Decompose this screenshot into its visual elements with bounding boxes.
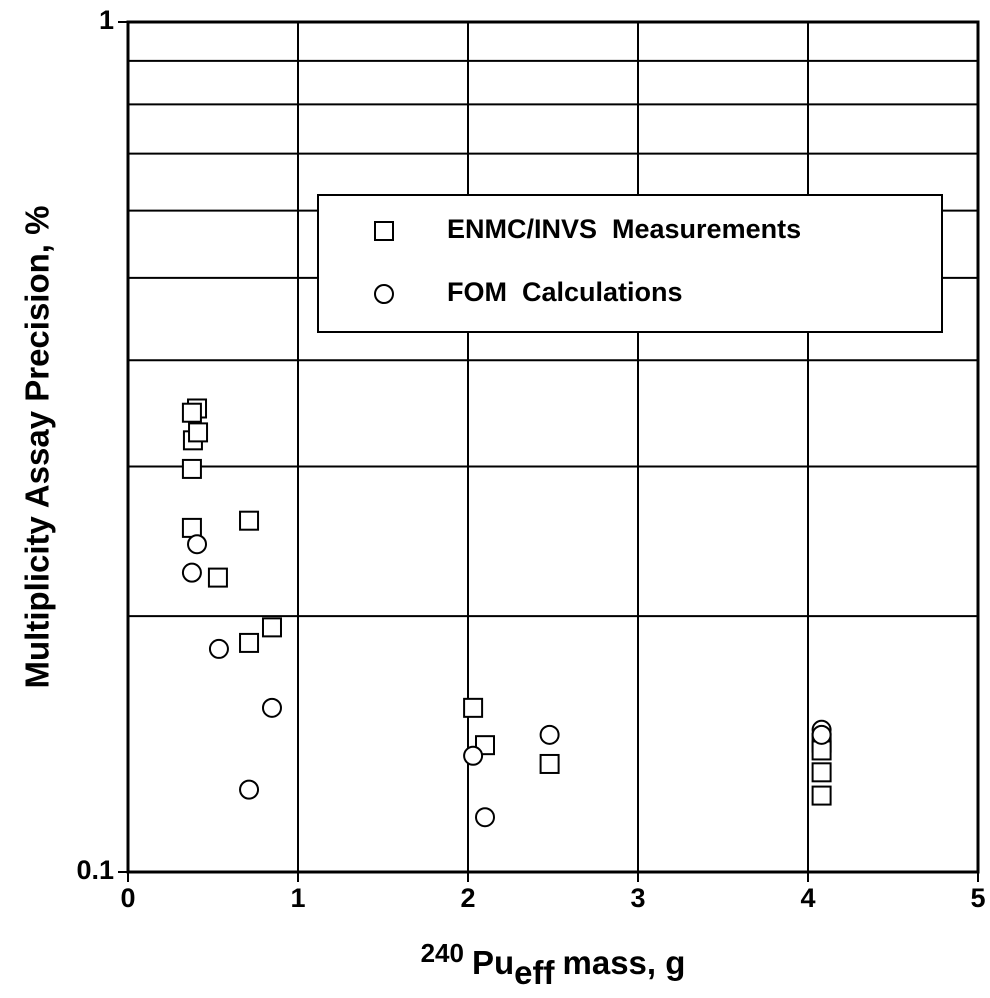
x-tick-label: 0 (120, 883, 135, 913)
circle-marker (811, 724, 832, 745)
x-tick-label: 5 (970, 883, 985, 913)
plot-frame (126, 20, 980, 874)
circle-marker (181, 562, 202, 583)
circle-marker (463, 745, 484, 766)
square-marker (811, 762, 832, 783)
x-tick-label: 2 (460, 883, 475, 913)
square-marker (239, 510, 260, 531)
square-marker (261, 617, 282, 638)
circle-marker (539, 724, 560, 745)
circle-marker (239, 779, 260, 800)
x-tick-label: 3 (630, 883, 645, 913)
square-marker (463, 697, 484, 718)
y-axis-label: Multiplicity Assay Precision, % (19, 206, 56, 689)
y-tick-label: 1 (99, 5, 114, 35)
plot-area (128, 22, 978, 872)
square-marker (539, 753, 560, 774)
circle-marker (475, 807, 495, 828)
circle-marker (208, 638, 229, 659)
legend-marker (374, 284, 394, 304)
x-tick-label: 1 (290, 883, 305, 913)
legend-box (317, 194, 943, 333)
rest: mass, g (563, 944, 686, 981)
element: Pu (472, 944, 514, 981)
square-marker (811, 785, 832, 806)
legend-label: FOM Calculations (447, 277, 683, 307)
square-marker (188, 422, 209, 443)
square-marker (207, 567, 228, 588)
circle-marker (261, 697, 282, 718)
subscript: eff (514, 954, 555, 991)
square-marker (181, 402, 202, 423)
isotope: 240 (421, 938, 464, 968)
legend-label: ENMC/INVS Measurements (447, 214, 801, 244)
square-marker (181, 458, 202, 479)
square-marker (239, 632, 260, 653)
x-axis-label: 240 Pueff mass, g (421, 938, 686, 991)
x-tick-label: 4 (800, 883, 815, 913)
legend-marker (374, 221, 394, 241)
y-tick-label: 0.1 (76, 855, 114, 885)
square-marker (181, 517, 202, 538)
circle-marker (187, 534, 208, 555)
